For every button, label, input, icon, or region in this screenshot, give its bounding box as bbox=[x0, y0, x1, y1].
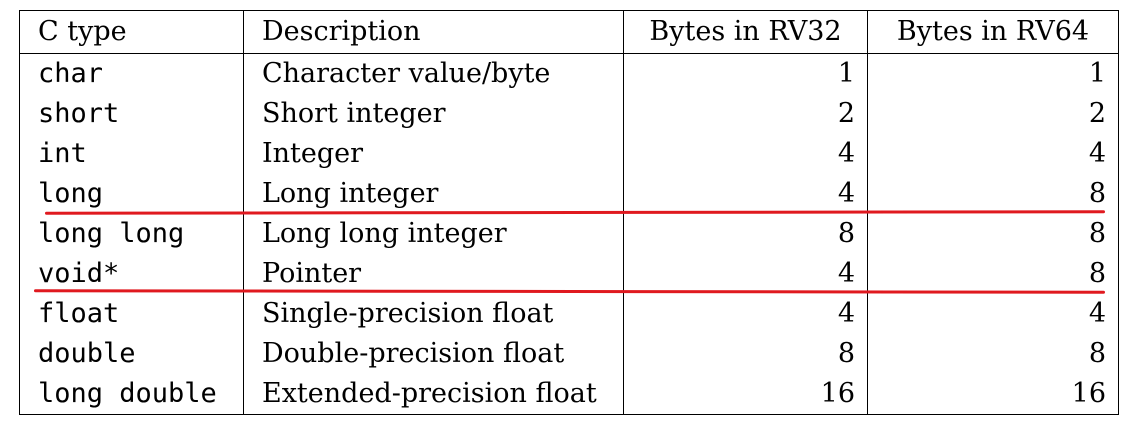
rv64-bytes-cell: 1 bbox=[867, 53, 1119, 94]
rv64-bytes-cell: 8 bbox=[867, 334, 1119, 374]
rv32-bytes-cell: 2 bbox=[623, 94, 868, 134]
rv64-bytes-cell: 16 bbox=[867, 374, 1119, 415]
table-row: long long Long long integer 8 8 bbox=[20, 214, 1119, 254]
rv32-bytes-cell: 4 bbox=[623, 134, 868, 174]
description-cell: Short integer bbox=[243, 94, 624, 134]
description-cell: Long long integer bbox=[243, 214, 624, 254]
description-cell: Double-precision float bbox=[243, 334, 624, 374]
description-cell: Long integer bbox=[243, 174, 624, 214]
description-cell: Pointer bbox=[243, 254, 624, 294]
rv64-bytes-cell: 8 bbox=[867, 254, 1119, 294]
table-row: float Single-precision float 4 4 bbox=[20, 294, 1119, 334]
rv32-bytes-cell: 4 bbox=[623, 174, 868, 214]
ctype-cell: int bbox=[38, 138, 87, 169]
description-cell: Single-precision float bbox=[243, 294, 624, 334]
ctype-cell: long bbox=[38, 178, 104, 209]
ctype-cell: float bbox=[38, 298, 120, 329]
table-row: short Short integer 2 2 bbox=[20, 94, 1119, 134]
header-bytes-rv32: Bytes in RV32 bbox=[623, 10, 868, 54]
description-cell: Integer bbox=[243, 134, 624, 174]
table-row: char Character value/byte 1 1 bbox=[20, 53, 1119, 94]
rv32-bytes-cell: 1 bbox=[623, 53, 868, 94]
ctype-cell: long long bbox=[38, 218, 185, 249]
rv32-bytes-cell: 16 bbox=[623, 374, 868, 415]
rv32-bytes-cell: 4 bbox=[623, 254, 868, 294]
ctype-cell: void* bbox=[38, 258, 120, 289]
rv32-bytes-cell: 8 bbox=[623, 214, 868, 254]
rv64-bytes-cell: 8 bbox=[867, 214, 1119, 254]
table-row: double Double-precision float 8 8 bbox=[20, 334, 1119, 374]
header-bytes-rv64: Bytes in RV64 bbox=[867, 10, 1119, 54]
rv32-bytes-cell: 8 bbox=[623, 334, 868, 374]
table-row: void* Pointer 4 8 bbox=[20, 254, 1119, 294]
rv64-bytes-cell: 8 bbox=[867, 174, 1119, 214]
rv64-bytes-cell: 2 bbox=[867, 94, 1119, 134]
rv32-bytes-cell: 4 bbox=[623, 294, 868, 334]
table-row: long double Extended-precision float 16 … bbox=[20, 374, 1119, 415]
type-size-table-frame: C type Description Bytes in RV32 Bytes i… bbox=[19, 10, 1119, 417]
header-description: Description bbox=[243, 10, 624, 54]
table-row: long Long integer 4 8 bbox=[20, 174, 1119, 214]
ctype-cell: long double bbox=[38, 378, 217, 409]
table-row: int Integer 4 4 bbox=[20, 134, 1119, 174]
ctype-cell: char bbox=[38, 58, 104, 89]
ctype-cell: double bbox=[38, 338, 136, 369]
header-row: C type Description Bytes in RV32 Bytes i… bbox=[19, 10, 1119, 54]
type-size-table: C type Description Bytes in RV32 Bytes i… bbox=[19, 10, 1119, 415]
rv64-bytes-cell: 4 bbox=[867, 134, 1119, 174]
ctype-cell: short bbox=[38, 98, 120, 129]
description-cell: Character value/byte bbox=[243, 53, 624, 94]
description-cell: Extended-precision float bbox=[243, 374, 624, 415]
rv64-bytes-cell: 4 bbox=[867, 294, 1119, 334]
header-ctype: C type bbox=[19, 10, 244, 54]
